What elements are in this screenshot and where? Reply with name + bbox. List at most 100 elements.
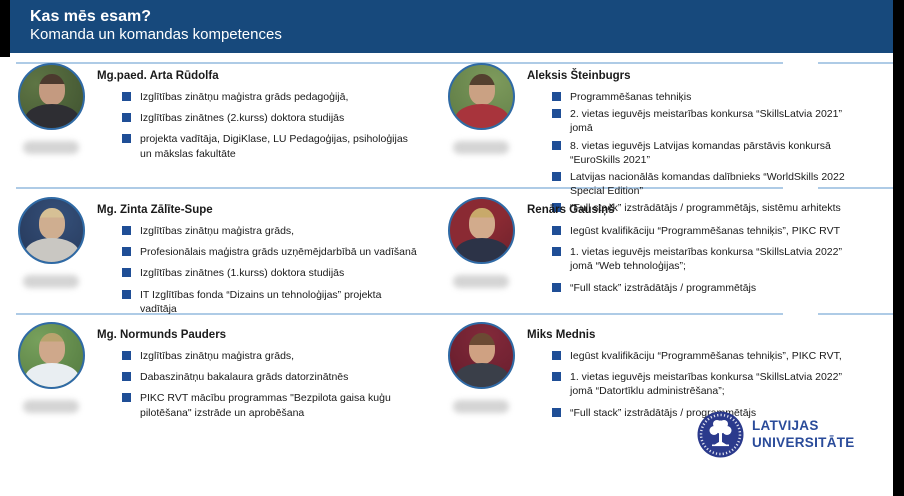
person-name: Aleksis Šteinbugrs [527, 70, 631, 82]
bullet-item: IT Izglītības fonda “Dizains un tehnoloģ… [122, 288, 419, 316]
bullet-item: Iegūst kvalifikāciju “Programmēšanas teh… [552, 349, 867, 363]
bullet-list: Programmēšanas tehniķis 2. vietas ieguvē… [527, 90, 867, 215]
separator-line [818, 313, 893, 315]
bullet-item: PIKC RVT mācību programmas "Bezpilota ga… [122, 391, 419, 419]
separator-line [16, 62, 783, 64]
person-name: Mg.paed. Arta Rūdolfa [97, 70, 219, 82]
right-black-bar [893, 0, 904, 496]
person-card-arta-rudolfa: Mg.paed. Arta Rūdolfa Izglītības zinātņu… [18, 62, 419, 168]
bullet-square-icon [552, 203, 561, 213]
bullet-item: Izglītības zinātņu maģistra grāds, [122, 224, 419, 238]
slide-title: Kas mēs esam? [30, 8, 151, 25]
bullet-item: Iegūst kvalifikāciju “Programmēšanas teh… [552, 224, 867, 238]
bullet-text: “Full stack” izstrādātājs / programmētāj… [570, 202, 841, 215]
person-name: Renārs Gausiņš [527, 204, 615, 216]
bullet-square-icon [552, 247, 561, 257]
bullet-square-icon [552, 140, 561, 150]
bullet-square-icon [122, 226, 131, 235]
bullet-text: 8. vietas ieguvējs Latvijas komandas pār… [570, 139, 831, 166]
lu-logo-text-line1: LATVIJAS [752, 417, 819, 433]
photo-face-placeholder [38, 333, 65, 364]
bullet-square-icon [122, 113, 131, 123]
bullet-text: Iegūst kvalifikāciju “Programmēšanas teh… [570, 225, 840, 237]
bullet-text: 1. vietas ieguvējs meistarības konkursa … [570, 246, 842, 273]
bullet-item: “Full stack” izstrādātājs / programmētāj… [552, 281, 867, 295]
photo-face-placeholder [468, 333, 495, 364]
person-photo [18, 322, 85, 389]
bullet-square-icon [552, 372, 561, 382]
bullet-square-icon [122, 351, 131, 360]
person-name: Miks Mednis [527, 329, 596, 341]
bullet-square-icon [552, 282, 561, 292]
bullet-square-icon [122, 393, 131, 403]
bullet-text: Izglītības zinātnes (2.kurss) doktora st… [140, 112, 345, 125]
person-card-zinta-zalite-supe: Mg. Zinta Zālīte-Supe Izglītības zinātņu… [18, 196, 419, 323]
bullet-item: Latvijas nacionālās komandas dalībnieks … [552, 170, 867, 198]
separator-line [16, 313, 783, 315]
lu-logo-text-line2: UNIVERSITĀTE [752, 434, 855, 450]
bullet-square-icon [552, 109, 561, 119]
bullet-square-icon [552, 351, 561, 360]
bullet-text: Latvijas nacionālās komandas dalībnieks … [570, 170, 845, 198]
bullet-square-icon [122, 372, 131, 382]
photo-body-placeholder [24, 238, 79, 262]
bullet-list: Izglītības zinātņu maģistra grāds pedago… [97, 90, 419, 161]
bullet-item: Programmēšanas tehniķis [552, 90, 867, 104]
bullet-text: Profesionālais maģistra grāds uzņēmējdar… [140, 246, 417, 259]
bullet-square-icon [552, 407, 561, 417]
slide-header: Kas mēs esam? Komanda un komandas kompet… [10, 0, 893, 53]
bullet-item: projekta vadītāja, DigiKlase, LU Pedagoģ… [122, 132, 419, 160]
bullet-list: Iegūst kvalifikāciju “Programmēšanas teh… [527, 349, 867, 420]
bullet-text: projekta vadītāja, DigiKlase, LU Pedagoģ… [140, 133, 408, 160]
bullet-square-icon [122, 247, 131, 257]
bullet-square-icon [552, 171, 561, 181]
bullet-list: Izglītības zinātņu maģistra grāds, Dabas… [97, 349, 419, 420]
person-photo [448, 63, 515, 130]
bullet-item: 2. vietas ieguvējs meistarības konkursa … [552, 107, 867, 135]
person-card-aleksis-steinbugrs: Aleksis Šteinbugrs Programmēšanas tehniķ… [448, 62, 867, 218]
photo-body-placeholder [454, 238, 509, 262]
redacted-name-blur [23, 275, 79, 288]
bullet-text: Izglītības zinātnes (1.kurss) doktora st… [140, 267, 345, 280]
bullet-text: “Full stack” izstrādātājs / programmētāj… [570, 281, 757, 294]
bullet-item: Izglītības zinātņu maģistra grāds pedago… [122, 90, 419, 104]
photo-body-placeholder [454, 363, 509, 387]
person-card-renars-gausins: Renārs Gausiņš Iegūst kvalifikāciju “Pro… [448, 196, 867, 302]
bullet-text: Izglītības zinātņu maģistra grāds pedago… [140, 91, 349, 103]
latvijas-universitate-logo: LATVIJAS UNIVERSITĀTE [697, 411, 855, 458]
bullet-item: 1. vietas ieguvējs meistarības konkursa … [552, 245, 867, 273]
bullet-item: Izglītības zinātņu maģistra grāds, [122, 349, 419, 363]
photo-face-placeholder [468, 74, 495, 105]
person-name: Mg. Zinta Zālīte-Supe [97, 204, 213, 216]
slide-subtitle: Komanda un komandas kompetences [30, 26, 282, 44]
separator-line [16, 187, 783, 189]
bullet-item: Profesionālais maģistra grāds uzņēmējdar… [122, 245, 419, 259]
bullet-text: Dabaszinātņu bakalaura grāds datorzinātn… [140, 371, 349, 384]
bullet-item: Izglītības zinātnes (2.kurss) doktora st… [122, 111, 419, 125]
bullet-item: 8. vietas ieguvējs Latvijas komandas pār… [552, 139, 867, 167]
photo-body-placeholder [454, 104, 509, 128]
photo-body-placeholder [24, 363, 79, 387]
redacted-name-blur [453, 275, 509, 288]
bullet-text: Izglītības zinātņu maģistra grāds, [140, 225, 295, 237]
photo-face-placeholder [38, 208, 65, 239]
separator-line [818, 62, 893, 64]
bullet-square-icon [122, 289, 131, 299]
redacted-name-blur [23, 141, 79, 154]
person-photo [448, 322, 515, 389]
bullet-item: Dabaszinātņu bakalaura grāds datorzinātn… [122, 370, 419, 384]
bullet-square-icon [122, 92, 131, 101]
bullet-text: Izglītības zinātņu maģistra grāds, [140, 350, 295, 362]
bullet-text: 1. vietas ieguvējs meistarības konkursa … [570, 371, 842, 398]
person-photo [18, 63, 85, 130]
person-name: Mg. Normunds Pauders [97, 329, 227, 341]
person-card-normunds-pauders: Mg. Normunds Pauders Izglītības zinātņu … [18, 321, 419, 427]
bullet-item: “Full stack” izstrādātājs / programmētāj… [552, 201, 867, 215]
person-photo [18, 197, 85, 264]
bullet-text: Iegūst kvalifikāciju “Programmēšanas teh… [570, 350, 842, 362]
redacted-name-blur [453, 141, 509, 154]
photo-face-placeholder [38, 74, 65, 105]
bullet-item: 1. vietas ieguvējs meistarības konkursa … [552, 370, 867, 398]
redacted-name-blur [453, 400, 509, 413]
